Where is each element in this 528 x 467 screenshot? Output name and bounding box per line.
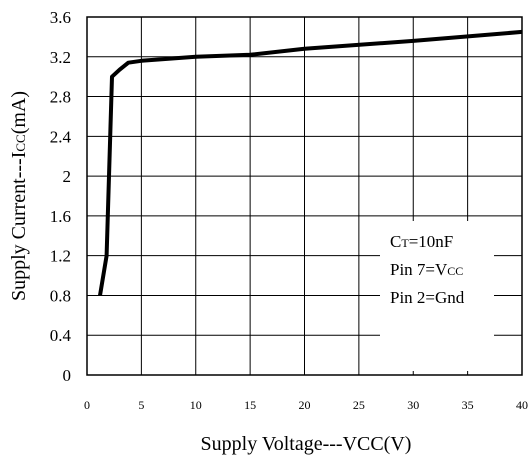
x-tick-label: 0 — [84, 398, 90, 412]
y-tick-label: 2 — [63, 167, 72, 186]
series-line — [98, 29, 523, 296]
y-tick-label: 0.4 — [50, 326, 72, 345]
x-axis-title: Supply Voltage---VCC(V) — [201, 433, 412, 455]
y-tick-labels: 0 0.4 0.8 1.2 1.6 2 2.4 2.8 3.2 3.6 — [50, 8, 72, 385]
plot-frame — [86, 16, 523, 376]
y-tick-label: 2.4 — [50, 127, 72, 146]
legend: CT=10nF Pin 7=VCC Pin 2=Gnd — [380, 221, 494, 371]
y-tick-label: 3.2 — [50, 48, 71, 67]
grid — [87, 16, 522, 376]
y-tick-label: 1.2 — [50, 247, 71, 266]
y-tick-label: 3.6 — [50, 8, 71, 27]
series — [98, 29, 523, 296]
x-tick-label: 10 — [190, 398, 202, 412]
legend-line-pin2: Pin 2=Gnd — [390, 288, 465, 307]
y-tick-label: 1.6 — [50, 207, 71, 226]
x-tick-label: 20 — [299, 398, 311, 412]
y-tick-label: 0.8 — [50, 286, 71, 305]
y-tick-label: 2.8 — [50, 88, 71, 107]
legend-line-pin7: Pin 7=VCC — [390, 260, 463, 279]
x-tick-label: 35 — [462, 398, 474, 412]
x-tick-label: 15 — [244, 398, 256, 412]
x-tick-labels: 0 5 10 15 20 25 30 35 40 — [84, 398, 528, 412]
x-tick-label: 25 — [353, 398, 365, 412]
x-tick-label: 5 — [138, 398, 144, 412]
legend-box — [380, 221, 494, 371]
legend-line-ct: CT=10nF — [390, 232, 453, 251]
y-axis-title: Supply Current---ICC(mA) — [8, 91, 30, 301]
y-tick-label: 0 — [63, 366, 72, 385]
x-tick-label: 30 — [407, 398, 419, 412]
x-tick-label: 40 — [516, 398, 528, 412]
